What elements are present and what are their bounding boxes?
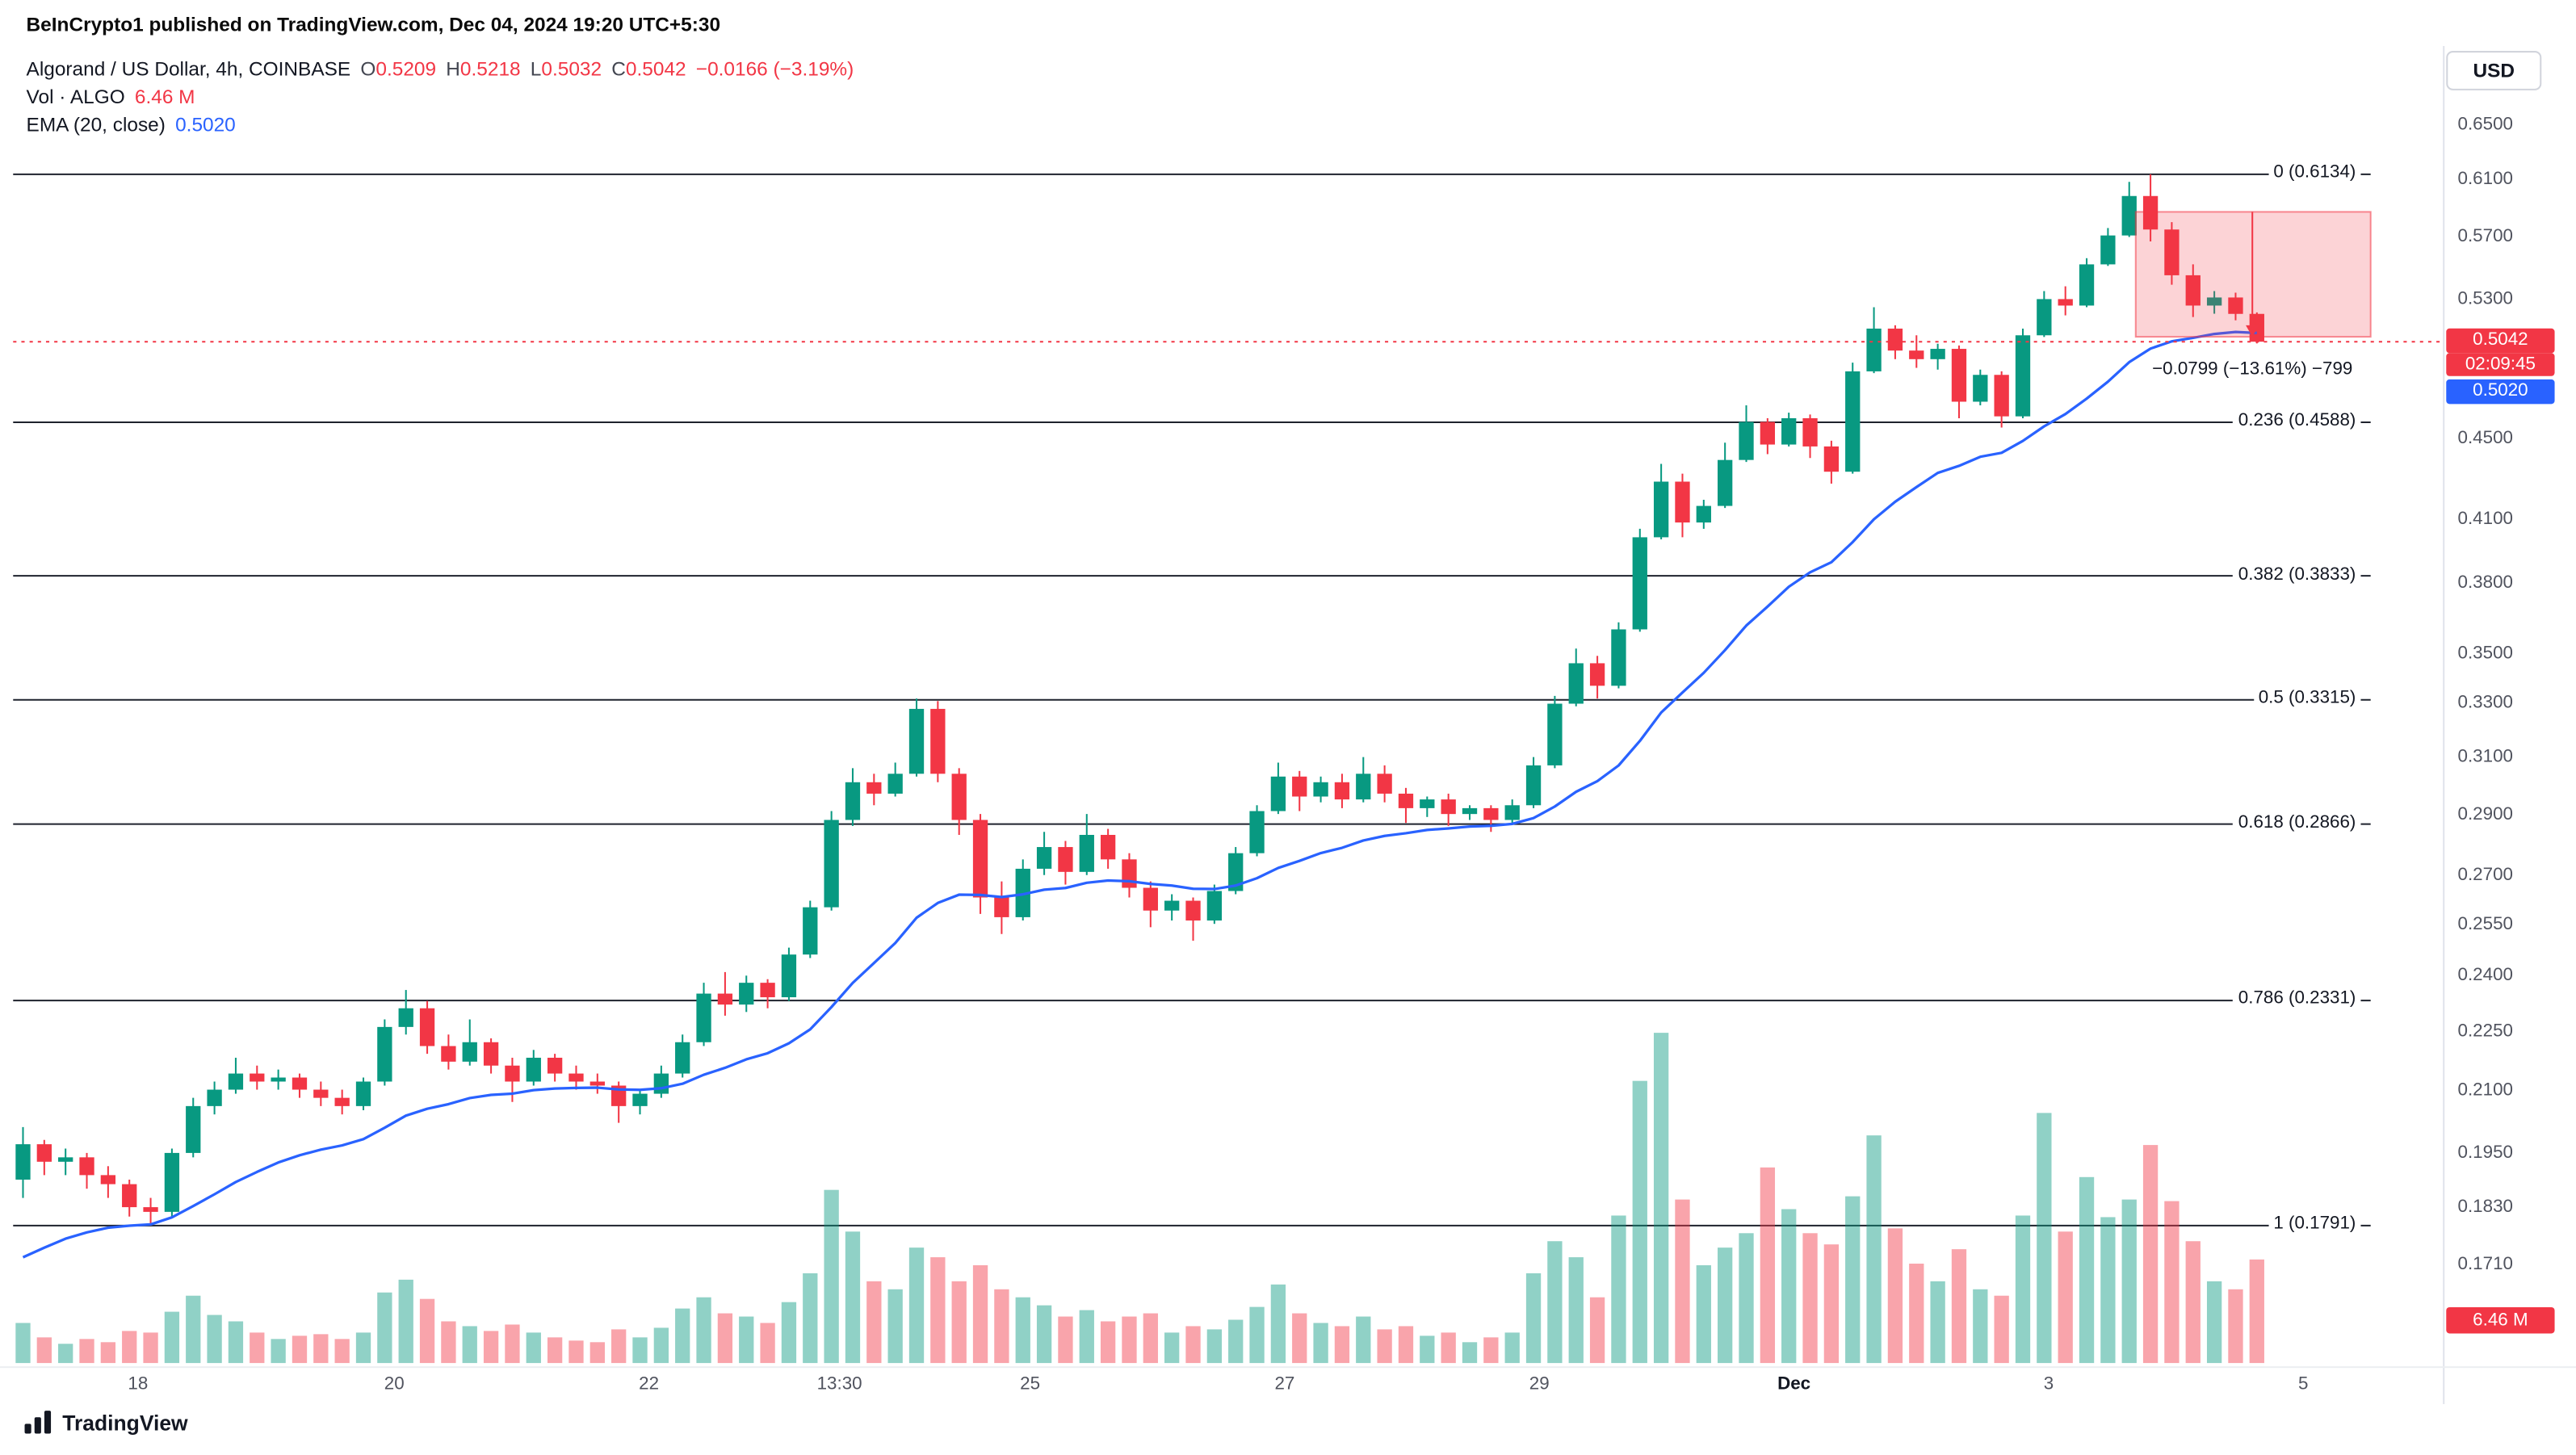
tradingview-logo-text: TradingView: [62, 1410, 188, 1435]
price-tick-label: 0.4500: [2457, 429, 2513, 449]
bar-countdown-badge: 02:09:45: [2446, 353, 2555, 376]
price-tick-label: 0.1830: [2457, 1197, 2513, 1218]
price-tick-label: 0.4100: [2457, 508, 2513, 529]
time-tick-label: 5: [2298, 1374, 2309, 1394]
ohlc-close-value: 0.5042: [625, 57, 686, 81]
price-tick-label: 0.6100: [2457, 169, 2513, 189]
change-value: −0.0166 (−3.19%): [695, 57, 854, 81]
ema-title: EMA (20, close): [26, 113, 166, 136]
price-tick-label: 0.3500: [2457, 644, 2513, 664]
price-tick-label: 0.6500: [2457, 115, 2513, 135]
ema-value: 0.5020: [175, 113, 236, 136]
price-tick-label: 0.2400: [2457, 966, 2513, 986]
price-tick-label: 0.5700: [2457, 227, 2513, 247]
price-tick-label: 0.3800: [2457, 573, 2513, 593]
price-tick-label: 0.1950: [2457, 1143, 2513, 1164]
volume-value: 6.46 M: [134, 85, 195, 109]
price-tick-label: 0.2250: [2457, 1021, 2513, 1041]
tradingview-logo-icon: [24, 1411, 52, 1434]
currency-toggle-button[interactable]: USD: [2446, 51, 2542, 90]
price-tick-label: 0.1710: [2457, 1255, 2513, 1276]
ohlc-low-key: L: [530, 57, 542, 81]
legend-ema-row[interactable]: EMA (20, close) 0.5020: [27, 111, 854, 140]
time-tick-label: Dec: [1777, 1374, 1811, 1394]
price-axis-separator: [2443, 45, 2445, 1404]
ohlc-close-key: C: [611, 57, 626, 81]
time-tick-label: 27: [1274, 1374, 1295, 1394]
time-tick-label: 29: [1529, 1374, 1550, 1394]
time-tick-label: 20: [384, 1374, 405, 1394]
volume-title: Vol · ALGO: [26, 85, 125, 109]
ohlc-open-key: O: [360, 57, 376, 81]
tradingview-footer[interactable]: TradingView: [23, 1407, 188, 1437]
price-tick-label: 0.5300: [2457, 289, 2513, 309]
price-tick-label: 0.3100: [2457, 747, 2513, 767]
time-axis-separator: [0, 1366, 2576, 1369]
attribution-text: BeInCrypto1 published on TradingView.com…: [26, 13, 721, 36]
time-tick-label: 25: [1020, 1374, 1041, 1394]
ohlc-open-value: 0.5209: [375, 57, 437, 81]
price-tick-label: 0.2700: [2457, 865, 2513, 885]
price-range-label[interactable]: −0.0799 (−13.61%) −799: [2152, 359, 2353, 380]
time-tick-label: 13:30: [816, 1374, 862, 1394]
ohlc-high-value: 0.5218: [459, 57, 521, 81]
price-tick-label: 0.3300: [2457, 694, 2513, 714]
volume-badge: 6.46 M: [2446, 1306, 2555, 1334]
time-tick-label: 3: [2043, 1374, 2054, 1394]
time-tick-label: 22: [639, 1374, 660, 1394]
symbol-title: Algorand / US Dollar, 4h, COINBASE: [26, 57, 351, 81]
price-tick-label: 0.2100: [2457, 1080, 2513, 1100]
price-tick-label: 0.2550: [2457, 913, 2513, 934]
legend-volume-row[interactable]: Vol · ALGO 6.46 M: [27, 84, 854, 112]
time-axis[interactable]: 18 20 22 13:30 25 27 29 Dec 3 5: [0, 1368, 2576, 1404]
ema-price-badge: 0.5020: [2446, 379, 2555, 405]
price-axis[interactable]: 0.6500 0.6100 0.5700 0.5300 0.4500 0.4100 0.38…: [2444, 46, 2576, 1366]
legend-symbol-row[interactable]: Algorand / US Dollar, 4h, COINBASE O0.520…: [27, 56, 854, 84]
price-tick-label: 0.2900: [2457, 803, 2513, 824]
ohlc-low-value: 0.5032: [541, 57, 602, 81]
time-tick-label: 18: [128, 1374, 149, 1394]
ohlc-high-key: H: [446, 57, 460, 81]
chart-legend: Algorand / US Dollar, 4h, COINBASE O0.520…: [27, 56, 854, 140]
last-price-badge: 0.5042: [2446, 328, 2555, 354]
